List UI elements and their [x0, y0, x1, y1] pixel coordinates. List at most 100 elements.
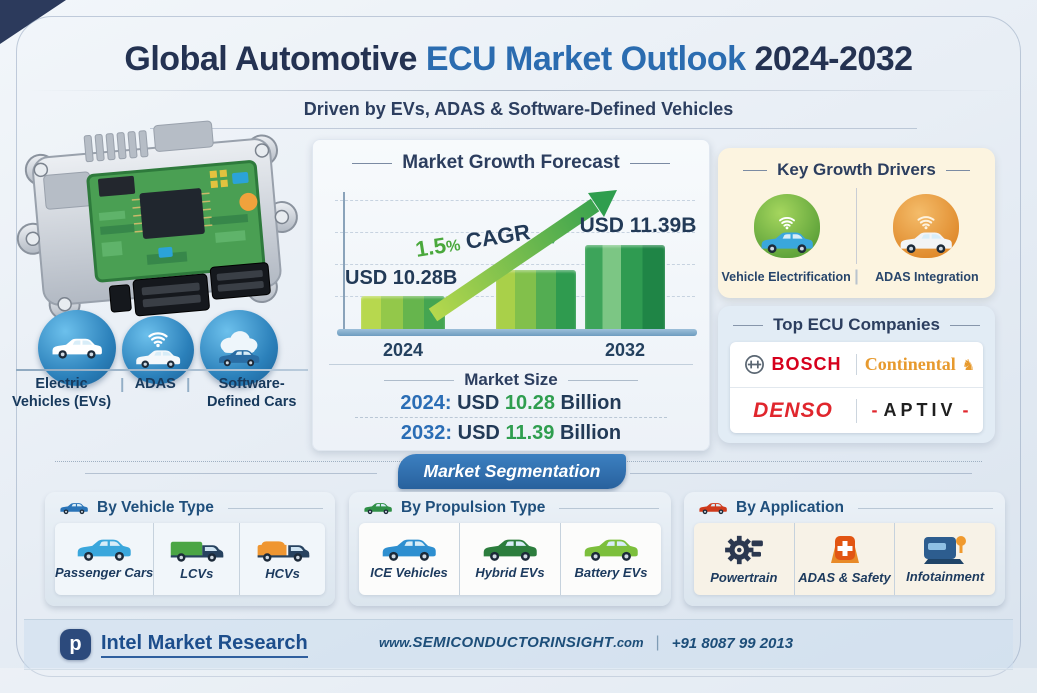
- item-passenger-cars: Passenger Cars: [55, 523, 153, 595]
- tag-label-adas: ADAS: [134, 376, 176, 392]
- solid-divider-right: [630, 473, 972, 474]
- value: 11.39: [505, 422, 555, 444]
- company-name: BOSCH: [771, 354, 842, 374]
- intel-market-research-logo-icon: p: [60, 629, 91, 660]
- x-label-2024: 2024: [382, 340, 424, 360]
- x-label-2032: 2032: [604, 340, 646, 360]
- companies-row-2: DENSO - APTIV -: [730, 388, 983, 433]
- section-divider: [329, 364, 693, 365]
- header-dash: [567, 379, 638, 381]
- panel-card: ICE Vehicles Hybrid EVs Battery EVs: [359, 523, 661, 595]
- unit: Billion: [560, 392, 622, 414]
- hcv-truck-icon: [255, 538, 311, 563]
- item-label: Powertrain: [710, 570, 778, 585]
- engine-gear-icon: [723, 533, 765, 567]
- green-car-icon: [363, 502, 393, 515]
- solid-divider-left: [85, 473, 377, 474]
- item-label: Passenger Cars: [55, 565, 154, 580]
- blue-car-icon: [59, 502, 89, 515]
- website-domain: SEMICONDUCTORINSIGHT: [412, 634, 614, 651]
- corner-accent: [0, 0, 66, 44]
- tag-label-ev: Electric Vehicles (EVs): [11, 376, 112, 411]
- bottom-strip: [0, 668, 1037, 693]
- contact-info: www.SEMICONDUCTORINSIGHT.com | +91 8087 …: [379, 634, 793, 652]
- tag-baseline: [16, 369, 308, 371]
- item-label: ICE Vehicles: [370, 565, 448, 580]
- company-aptiv: - APTIV -: [857, 400, 983, 421]
- logo-letter: p: [69, 633, 82, 655]
- item-hcvs: HCVs: [240, 523, 325, 595]
- by-propulsion-type-panel: By Propulsion Type ICE Vehicles Hybrid E…: [349, 492, 671, 606]
- ecu-module-illustration: [16, 120, 298, 321]
- value-label-2024: USD 10.28B: [345, 267, 458, 289]
- panel-title: By Propulsion Type: [401, 499, 546, 516]
- panel-card: Powertrain ADAS & Safety Infotainment: [694, 523, 995, 595]
- companies-title: Top ECU Companies: [773, 315, 940, 334]
- item-label: Hybrid EVs: [475, 565, 545, 580]
- item-lcvs: LCVs: [153, 523, 241, 595]
- title-prefix: Global Automotive: [124, 40, 426, 78]
- companies-card: BOSCH Continental ♞ DENSO - APTIV -: [730, 342, 983, 433]
- drivers-items: [718, 188, 995, 264]
- by-application-panel: By Application Powertrain ADAS & Safety …: [684, 492, 1005, 606]
- unit: Billion: [559, 422, 622, 444]
- bosch-armature-icon: [745, 355, 765, 374]
- header-dash: [384, 379, 455, 381]
- driver-label-electrification: Vehicle Electrification: [721, 270, 851, 284]
- drivers-labels: Vehicle Electrification | ADAS Integrati…: [718, 268, 995, 286]
- market-segmentation-banner: Market Segmentation: [398, 454, 626, 489]
- cloud-car-icon: [200, 310, 278, 386]
- continental-horse-icon: ♞: [961, 356, 976, 374]
- aptiv-dash: -: [962, 400, 969, 420]
- item-label: Infotainment: [906, 569, 985, 584]
- company-name: Continental: [864, 354, 956, 374]
- title-highlight: ECU Market Outlook: [425, 40, 746, 78]
- battery-car-icon: [582, 538, 640, 562]
- header-dash: [733, 324, 764, 326]
- header-dash: [629, 162, 670, 164]
- tag-separator: |: [186, 376, 191, 393]
- value-label-2032: USD 11.39B: [579, 214, 697, 237]
- by-vehicle-type-panel: By Vehicle Type Passenger Cars LCVs HCVs: [45, 492, 335, 606]
- company-name: DENSO: [753, 398, 833, 422]
- brand-name: Intel Market Research: [101, 632, 308, 658]
- item-label: Battery EVs: [574, 565, 648, 580]
- red-car-icon: [698, 502, 728, 515]
- infotainment-screen-icon: [922, 534, 968, 566]
- website-tld: .com: [613, 635, 644, 650]
- adas-car-icon: [893, 194, 959, 258]
- driver-separator: |: [854, 268, 859, 285]
- header-line: [559, 507, 659, 509]
- tag-label-sdc: Software-Defined Cars: [206, 376, 297, 411]
- driver-adas: [857, 188, 995, 264]
- aptiv-dash: -: [871, 400, 878, 420]
- header-dash: [945, 169, 970, 171]
- bar-mid: [496, 270, 576, 330]
- currency: USD: [457, 392, 500, 414]
- website-prefix: www.: [379, 635, 413, 650]
- subtitle: Driven by EVs, ADAS & Software-Defined V…: [303, 99, 734, 119]
- item-infotainment: Infotainment: [895, 523, 995, 595]
- header-line: [227, 507, 323, 509]
- contact-separator: |: [655, 634, 660, 651]
- market-size-header: Market Size: [313, 370, 709, 390]
- drivers-header: Key Growth Drivers: [718, 160, 995, 180]
- market-size-row-2024: 2024: USD 10.28 Billion: [313, 392, 709, 415]
- top-ecu-companies-panel: Top ECU Companies BOSCH Continental ♞: [718, 306, 995, 443]
- item-adas-safety: ADAS & Safety: [793, 523, 896, 595]
- panel-header: By Application: [684, 492, 1005, 521]
- drivers-title: Key Growth Drivers: [777, 160, 936, 179]
- company-bosch: BOSCH: [730, 354, 857, 375]
- footer-bar: p Intel Market Research www.SEMICONDUCTO…: [24, 619, 1013, 670]
- panel-title: By Application: [736, 499, 844, 516]
- item-label: HCVs: [265, 565, 300, 581]
- electric-car-icon: [754, 194, 820, 258]
- key-growth-drivers-panel: Key Growth Drivers Vehicle Electrificati…: [718, 148, 995, 298]
- website-url: www.SEMICONDUCTORINSIGHT.com: [379, 634, 644, 652]
- title-suffix: 2024-2032: [745, 40, 913, 78]
- panel-header: By Propulsion Type: [349, 492, 671, 521]
- header-dash: [949, 324, 980, 326]
- item-ice-vehicles: ICE Vehicles: [359, 523, 459, 595]
- phone-number: +91 8087 99 2013: [671, 634, 794, 652]
- ice-car-icon: [380, 538, 438, 562]
